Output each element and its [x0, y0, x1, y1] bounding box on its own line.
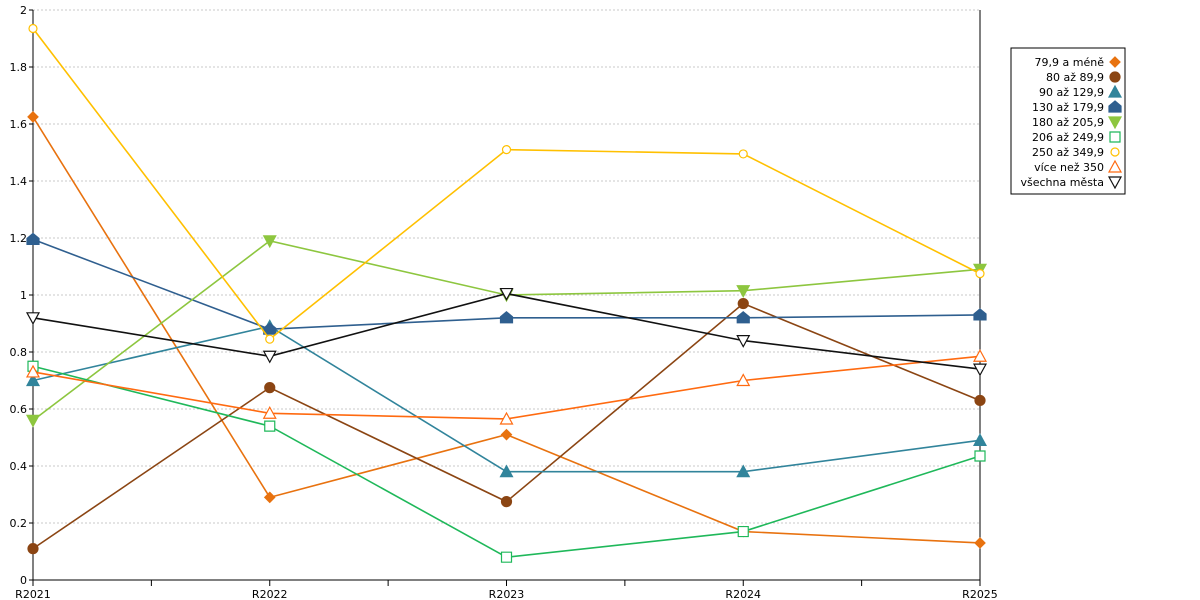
- data-point: [972, 363, 988, 377]
- data-point: [263, 322, 277, 335]
- data-point: [736, 335, 751, 348]
- data-point: [263, 491, 276, 504]
- y-tick-label: 1.8: [10, 61, 28, 74]
- data-point: [262, 235, 277, 249]
- y-tick-label: 0.2: [10, 517, 28, 530]
- legend-label: 130 až 179,9: [1032, 101, 1104, 114]
- legend-label: všechna města: [1020, 176, 1104, 189]
- legend-marker: [1107, 159, 1123, 173]
- legend-marker: [1109, 131, 1121, 143]
- series-1: [27, 297, 986, 555]
- y-tick-label: 2: [20, 4, 27, 17]
- data-point: [264, 382, 276, 394]
- data-point: [736, 373, 751, 387]
- y-tick-label: 0: [20, 574, 27, 587]
- data-point: [973, 308, 987, 321]
- legend-marker: [1107, 116, 1123, 130]
- series-line: [32, 325, 981, 473]
- y-tick-label: 1.2: [10, 232, 28, 245]
- y-tick-label: 1.4: [10, 175, 28, 188]
- series-line: [32, 365, 981, 559]
- legend-label: 79,9 a méně: [1035, 56, 1105, 69]
- data-point: [262, 406, 277, 419]
- legend-box: [1010, 47, 1126, 195]
- y-tick-label: 1: [20, 289, 27, 302]
- legend-label: 206 až 249,9: [1032, 131, 1104, 144]
- data-point: [27, 111, 39, 123]
- data-point: [736, 311, 750, 324]
- data-point: [972, 433, 988, 446]
- series-5: [27, 360, 986, 563]
- data-point: [737, 525, 749, 538]
- series-0: [27, 111, 986, 549]
- data-point: [499, 287, 514, 301]
- legend-marker: [1109, 56, 1121, 68]
- legend-marker: [1108, 100, 1122, 113]
- data-point: [974, 537, 986, 549]
- data-point: [27, 543, 39, 555]
- legend-label: 180 až 205,9: [1032, 116, 1104, 129]
- data-point: [736, 464, 751, 478]
- data-point: [738, 149, 748, 159]
- legend-label: 90 až 129,9: [1039, 86, 1104, 99]
- data-point: [26, 232, 40, 246]
- x-tick-label: R2021: [15, 588, 51, 600]
- legend-label: 250 až 349,9: [1032, 146, 1104, 159]
- data-point: [264, 420, 276, 432]
- legend-label: 80 až 89,9: [1046, 71, 1104, 84]
- data-point: [25, 414, 41, 428]
- x-tick-label: R2022: [252, 588, 288, 600]
- data-point: [499, 464, 514, 478]
- data-point: [265, 334, 275, 344]
- x-tick-label: R2023: [489, 588, 525, 600]
- series-line: [32, 355, 981, 420]
- data-point: [500, 551, 513, 563]
- data-point: [25, 364, 41, 378]
- data-point: [975, 269, 985, 279]
- series-6: [28, 23, 985, 344]
- series-8: [25, 287, 988, 377]
- data-point: [500, 428, 513, 441]
- data-point: [499, 411, 514, 425]
- legend-marker: [1110, 147, 1120, 157]
- data-point: [736, 285, 751, 298]
- y-tick-label: 0.8: [10, 346, 28, 359]
- data-point: [25, 373, 41, 387]
- legend-marker: [1107, 84, 1123, 98]
- y-tick-label: 0.6: [10, 403, 28, 416]
- series-3: [26, 232, 987, 335]
- y-tick-label: 1.6: [10, 118, 28, 131]
- data-point: [501, 145, 512, 155]
- legend: 79,9 a méně 80 až 89,9 90 až 129,9 130 až 1…: [1010, 47, 1126, 195]
- legend-marker: [1109, 71, 1121, 83]
- data-point: [972, 349, 988, 362]
- data-point: [262, 350, 277, 364]
- data-point: [974, 394, 986, 407]
- x-tick-label: R2025: [962, 588, 998, 600]
- y-tick-label: 0.4: [10, 460, 28, 473]
- data-point: [974, 450, 986, 462]
- data-point: [737, 297, 749, 310]
- series-4: [25, 235, 988, 428]
- data-point: [25, 312, 41, 326]
- data-point: [28, 23, 38, 34]
- legend-marker: [1107, 176, 1123, 190]
- series-line: [32, 239, 981, 422]
- series-line: [32, 292, 981, 370]
- data-point: [499, 311, 514, 324]
- series-7: [25, 349, 988, 425]
- x-tick-label: R2024: [725, 588, 761, 600]
- data-point: [500, 496, 513, 508]
- legend-label: více než 350: [1034, 161, 1104, 174]
